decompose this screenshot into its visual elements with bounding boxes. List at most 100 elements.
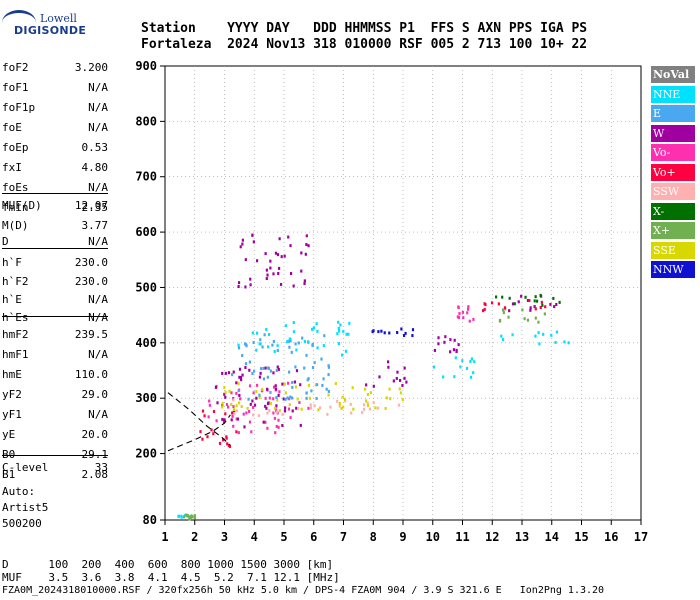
data-point (437, 342, 440, 346)
data-point (462, 316, 465, 320)
data-point (388, 331, 391, 335)
data-point (555, 330, 558, 334)
data-point (287, 339, 290, 343)
x-tick-label: 5 (280, 530, 287, 544)
param-value: N/A (88, 181, 108, 194)
data-point (533, 305, 536, 309)
data-point (251, 399, 254, 403)
data-point (215, 419, 218, 423)
x-tick-label: 15 (574, 530, 588, 544)
data-point (327, 389, 330, 393)
x-tick-label: 7 (340, 530, 347, 544)
data-point (289, 244, 292, 248)
data-point (238, 393, 241, 397)
data-point (501, 308, 505, 312)
data-point (271, 343, 274, 347)
footer-info: FZA0M_2024318010000.RSF / 320fx256h 50 k… (2, 585, 605, 596)
data-point (193, 514, 196, 518)
data-point (340, 407, 343, 411)
data-point (365, 399, 368, 403)
param-name: hmF1 (2, 348, 29, 361)
data-point (252, 240, 255, 244)
data-point (327, 364, 330, 368)
data-point (201, 437, 204, 441)
param-value: 33 (94, 461, 108, 474)
data-point (347, 332, 350, 336)
data-point (449, 338, 452, 342)
param-row-h-e: h`E N/A (2, 293, 108, 313)
data-point (313, 361, 316, 365)
data-point (276, 365, 279, 369)
data-point (252, 413, 255, 417)
data-point (189, 515, 193, 519)
param-value: N/A (88, 408, 108, 421)
data-point (483, 302, 486, 306)
data-point (396, 331, 399, 335)
data-point (366, 404, 370, 408)
data-point (232, 398, 235, 402)
data-point (452, 348, 456, 352)
data-point (232, 405, 235, 409)
param-row-ye: yE 20.0 (2, 428, 108, 448)
data-point (336, 399, 339, 403)
data-point (342, 405, 345, 409)
param-row-foes: foEs N/A (2, 181, 108, 201)
data-point (245, 344, 248, 348)
param-name: h`E (2, 293, 22, 306)
data-point (292, 330, 296, 334)
param-name: yE (2, 428, 16, 441)
data-point (248, 420, 252, 424)
data-point (239, 245, 242, 249)
data-point (293, 380, 297, 384)
data-point (542, 332, 545, 336)
data-point (274, 387, 278, 391)
data-point (224, 371, 227, 375)
data-point (503, 306, 507, 310)
data-point (237, 284, 240, 288)
data-point (395, 376, 398, 380)
data-point (218, 441, 222, 445)
data-point (315, 396, 318, 400)
param-row-h-es: h`Es N/A (2, 311, 108, 331)
data-point (363, 387, 367, 391)
data-point (457, 316, 461, 320)
data-point (237, 343, 240, 347)
data-point (372, 401, 375, 405)
data-point (511, 302, 515, 306)
param-value: N/A (88, 121, 108, 134)
x-tick-label: 4 (251, 530, 258, 544)
data-point (534, 307, 537, 311)
profile-trace-line (167, 392, 231, 446)
param-value: 2.35 (81, 201, 109, 214)
data-point (322, 344, 325, 348)
data-point (309, 403, 312, 407)
data-point (337, 320, 340, 324)
legend-item-nnw: NNW (651, 261, 695, 278)
data-point (289, 395, 292, 399)
data-point (305, 396, 308, 400)
logo-line-lowell: Lowell (40, 12, 77, 25)
muf-row: MUF 3.5 3.6 3.8 4.1 4.5 5.2 7.1 12.1 [MH… (2, 571, 340, 584)
x-tick-label: 1 (161, 530, 168, 544)
data-point (274, 251, 278, 255)
param-value: 2.08 (81, 468, 109, 481)
data-point (277, 367, 280, 371)
data-point (320, 357, 323, 361)
data-point (291, 385, 294, 389)
data-point (258, 395, 261, 399)
param-value: N/A (88, 311, 108, 324)
data-point (185, 513, 188, 517)
data-point (258, 393, 261, 397)
data-point (244, 285, 247, 289)
data-point (233, 412, 236, 416)
y-tick-label: 80 (143, 513, 157, 527)
auto-version: 500200 (2, 517, 42, 530)
data-point (252, 369, 256, 373)
data-point (284, 397, 287, 401)
auto-software: Artist5 (2, 501, 49, 514)
data-point (317, 408, 320, 412)
legend-item-noval: NoVal (651, 66, 695, 83)
data-point (309, 406, 313, 410)
data-point (225, 435, 228, 439)
data-point (267, 345, 270, 349)
